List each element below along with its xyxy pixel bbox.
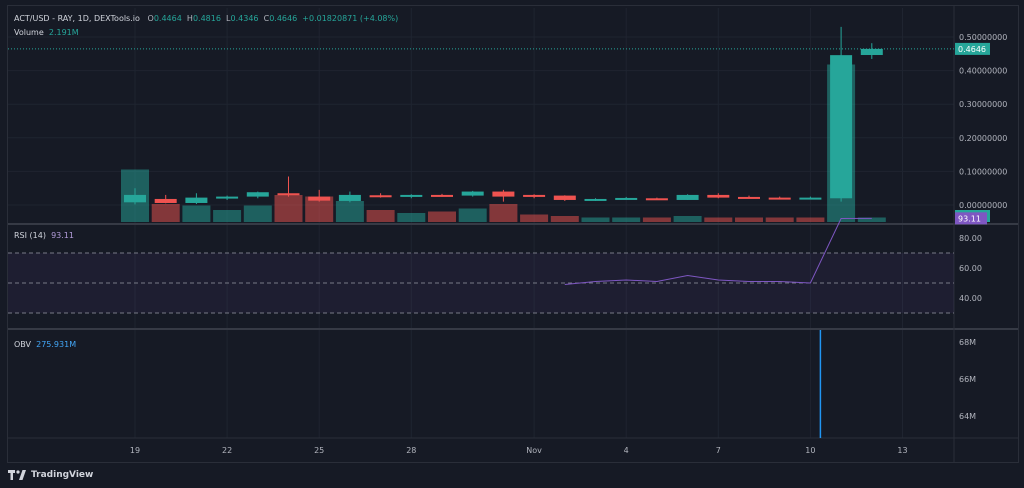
rsi-tick-label: 60.00 (959, 264, 982, 273)
obv-value: 275.931M (36, 340, 77, 349)
tradingview-branding[interactable]: TradingView (8, 467, 93, 483)
price-tick-label: 0.20000000 (959, 134, 1007, 143)
candle-body (308, 196, 331, 201)
rsi-tick-label: 40.00 (959, 294, 982, 303)
volume-bar (550, 216, 579, 222)
volume-bar (704, 217, 733, 222)
candle-body (246, 192, 269, 197)
candle-body (707, 194, 730, 198)
price-tick-label: 0.10000000 (959, 167, 1007, 176)
rsi-tick-label: 80.00 (959, 234, 982, 243)
legend-close: 0.4646 (269, 14, 298, 23)
volume-bar (796, 217, 825, 222)
candle-body (768, 197, 791, 200)
time-tick-label: 13 (897, 446, 907, 455)
candle-body (645, 198, 668, 201)
volume-bar (581, 217, 610, 222)
volume-bar (243, 205, 272, 222)
candle-body (584, 198, 607, 201)
candle-body (860, 48, 883, 56)
time-tick-label: Nov (526, 446, 542, 455)
volume-bar (489, 204, 518, 222)
time-tick-label: 7 (716, 446, 721, 455)
time-tick-label: 4 (624, 446, 629, 455)
time-tick-label: 25 (314, 446, 324, 455)
tradingview-logo-icon (8, 470, 26, 480)
legend-open-label: O (147, 14, 154, 23)
legend-high-label: H (186, 14, 193, 23)
price-tick-label: 0.50000000 (959, 33, 1007, 42)
last-price-badge (955, 42, 990, 55)
obv-tick-label: 68M (959, 338, 976, 347)
legend-close-label: C (263, 14, 270, 23)
candle-body (277, 193, 300, 196)
rsi-badge (955, 212, 987, 225)
legend-symbol: ACT/USD - RAY, 1D, DEXTools.io (14, 14, 140, 23)
legend-volume: Volume 2.191M (14, 28, 79, 37)
rsi-badge-text: 93.11 (958, 214, 981, 223)
volume-bar (765, 217, 794, 222)
candle-body (676, 194, 699, 200)
rsi-value: 93.11 (51, 231, 74, 240)
volume-value: 2.191M (48, 28, 79, 37)
candle-body (369, 195, 392, 198)
candle-body (124, 194, 146, 203)
chart-canvas[interactable]: 0.50000000 0.40000000 0.30000000 0.20000000… (8, 6, 1018, 462)
volume-label: Volume (14, 28, 44, 37)
volume-bar (335, 201, 364, 222)
candle-body (216, 196, 239, 199)
candle-body (738, 196, 760, 199)
candle-body (400, 194, 423, 197)
candle-body (615, 197, 638, 200)
tradingview-text: TradingView (31, 470, 94, 480)
candle-body (830, 55, 853, 199)
volume-bar (151, 204, 180, 222)
candle-body (338, 194, 361, 201)
price-tick-label: 0.00000000 (959, 201, 1007, 210)
legend-low-label: L (226, 14, 231, 23)
legend-rsi: RSI (14) 93.11 (14, 231, 74, 240)
candle-body (461, 191, 484, 196)
legend-high: 0.4816 (192, 14, 221, 23)
chart-frame: 0.50000000 0.40000000 0.30000000 0.20000000… (7, 5, 1019, 463)
time-tick-label: 28 (406, 446, 416, 455)
obv-tick-label: 64M (959, 412, 976, 421)
time-tick-label: 19 (130, 446, 140, 455)
volume-bar (397, 213, 426, 222)
obv-label: OBV (14, 340, 32, 349)
last-price-badge-text: 0.4646 (958, 45, 986, 54)
time-tick-label: 22 (222, 446, 232, 455)
legend-low: 0.4346 (230, 14, 259, 23)
volume-bar (458, 208, 487, 222)
candle-body (492, 191, 515, 197)
legend-open: 0.4464 (153, 14, 182, 23)
obv-tick-label: 66M (959, 375, 976, 384)
legend-change: +0.01820871 (+4.08%) (302, 14, 399, 23)
volume-bar (642, 217, 671, 222)
volume-bar (857, 217, 886, 222)
volume-bar (428, 211, 456, 222)
price-tick-label: 0.40000000 (959, 67, 1007, 76)
candle-body (523, 194, 546, 197)
volume-bar (520, 214, 549, 222)
rsi-label: RSI (14) (14, 231, 46, 240)
price-tick-label: 0.30000000 (959, 100, 1007, 109)
rsi-line (564, 217, 872, 285)
volume-bar (274, 195, 303, 222)
legend-obv: OBV 275.931M (14, 340, 76, 349)
legend-ohlc: ACT/USD - RAY, 1D, DEXTools.io O0.4464 H… (14, 14, 398, 23)
candle-body (185, 197, 208, 203)
volume-bar (366, 210, 395, 222)
candle-body (553, 195, 576, 200)
time-tick-label: 10 (805, 446, 815, 455)
candle-body (799, 197, 822, 200)
volume-bar (673, 216, 702, 222)
volume-bar (213, 210, 242, 222)
candle-body (431, 194, 453, 197)
volume-bar (612, 217, 641, 222)
volume-bar (182, 205, 211, 222)
volume-bar (735, 217, 763, 222)
candle-body (154, 198, 177, 203)
